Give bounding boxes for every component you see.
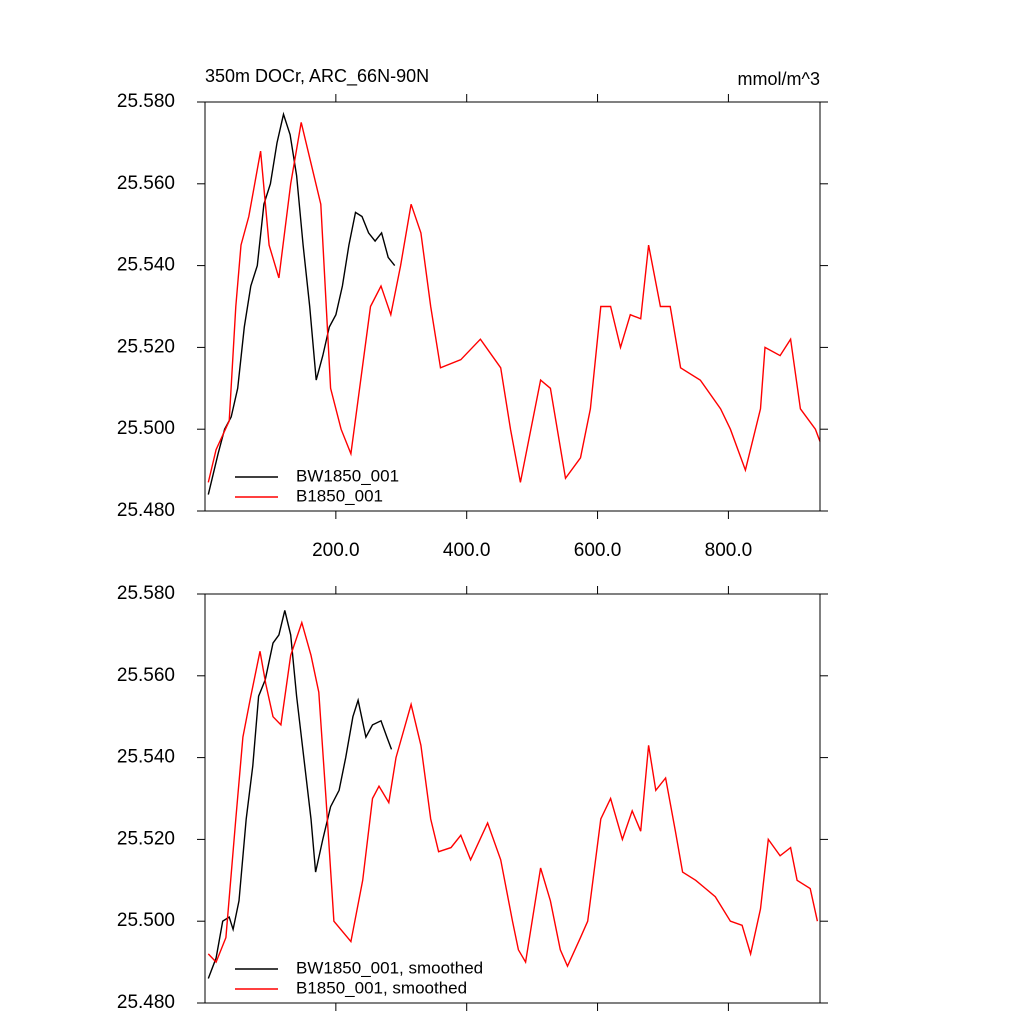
data-line [207,620,819,968]
legend-label: B1850_001, smoothed [296,978,467,997]
x-tick-label: 200.0 [312,540,360,561]
x-tick-label: 400.0 [443,540,491,561]
data-line [207,111,396,495]
y-tick-label: 25.500 [117,910,175,931]
y-tick-label: 25.540 [117,747,175,768]
y-tick-label: 25.480 [117,500,175,521]
legend-label: BW1850_001 [296,466,399,485]
legend-label: BW1850_001, smoothed [296,958,483,977]
y-tick-label: 25.540 [117,255,175,276]
plot-frame [204,101,821,512]
units-label: mmol/m^3 [738,69,820,89]
y-tick-label: 25.520 [117,828,175,849]
y-tick-label: 25.480 [117,992,175,1013]
chart-title: 350m DOCr, ARC_66N-90N [205,66,429,87]
data-line [207,610,393,979]
y-tick-label: 25.520 [117,336,175,357]
plot-frame [204,593,821,1004]
y-tick-label: 25.580 [117,91,175,112]
y-tick-label: 25.560 [117,173,175,194]
y-tick-label: 25.500 [117,418,175,439]
legend-label: B1850_001 [296,486,383,505]
data-line [207,122,821,483]
y-tick-label: 25.580 [117,583,175,604]
y-tick-label: 25.560 [117,665,175,686]
x-tick-label: 800.0 [705,540,753,561]
x-tick-label: 600.0 [574,540,622,561]
